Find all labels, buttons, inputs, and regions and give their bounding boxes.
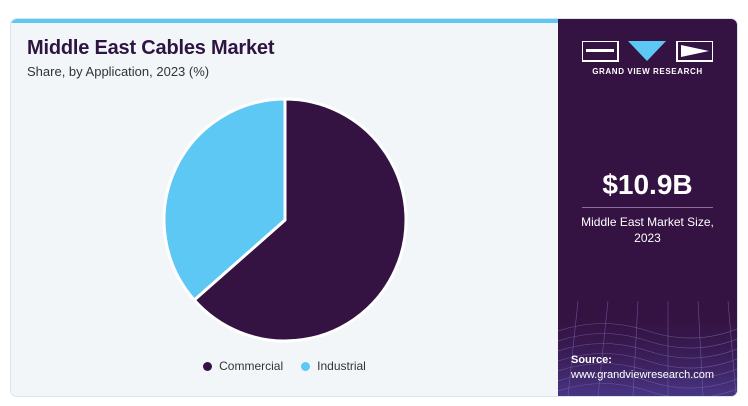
- chart-legend: Commercial Industrial: [11, 359, 558, 373]
- chart-title: Middle East Cables Market: [27, 37, 275, 59]
- market-size-value: $10.9B: [602, 169, 693, 200]
- wave-pattern-decoration: [558, 301, 737, 396]
- pie-chart: [162, 97, 408, 343]
- pie-slice-industrial: [162, 97, 287, 302]
- source-label: Source:: [571, 354, 612, 366]
- legend-swatch-commercial: [203, 361, 213, 371]
- legend-label-industrial: Industrial: [317, 359, 366, 373]
- market-size-label: Middle East Market Size, 2023: [581, 215, 714, 245]
- chart-panel: Middle East Cables Market Share, by Appl…: [11, 19, 558, 396]
- legend-item-commercial: Commercial: [203, 359, 283, 373]
- legend-item-industrial: Industrial: [301, 359, 366, 373]
- accent-bar: [11, 19, 558, 23]
- chart-subtitle: Share, by Application, 2023 (%): [27, 64, 210, 79]
- grand-view-research-logo-icon: [582, 41, 713, 62]
- legend-label-commercial: Commercial: [219, 359, 284, 373]
- value-divider: [582, 207, 713, 208]
- infographic-card: Middle East Cables Market Share, by Appl…: [11, 19, 737, 396]
- legend-swatch-industrial: [301, 361, 311, 371]
- info-sidebar: GRAND VIEW RESEARCH $10.9B Middle East M…: [558, 19, 737, 396]
- pie-slice-commercial: [192, 97, 408, 343]
- source-url[interactable]: www.grandviewresearch.com: [571, 369, 715, 381]
- brand-name: GRAND VIEW RESEARCH: [592, 67, 703, 76]
